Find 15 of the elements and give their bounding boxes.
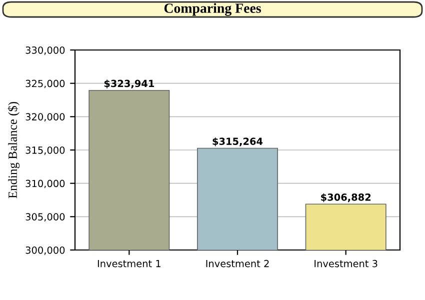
data-label: $315,264 [212, 137, 263, 146]
y-axis-title: Ending Balance ($) [8, 102, 20, 198]
x-tick-label: Investment 1 [98, 260, 160, 268]
data-label: $306,882 [321, 193, 371, 202]
y-tick-label: 330,000 [26, 46, 65, 55]
y-tick-label: 310,000 [26, 180, 65, 188]
x-tick-label: Investment 2 [206, 260, 269, 268]
y-tick-label: 305,000 [26, 213, 65, 222]
y-tick-label: 325,000 [26, 80, 65, 88]
chart-title: Comparing Fees [164, 3, 261, 16]
x-tick-label: Investment 3 [314, 260, 378, 268]
y-tick-label: 300,000 [26, 246, 65, 255]
y-tick-label: 315,000 [26, 146, 65, 155]
data-label: $323,941 [104, 80, 154, 88]
y-tick-label: 320,000 [26, 113, 65, 122]
